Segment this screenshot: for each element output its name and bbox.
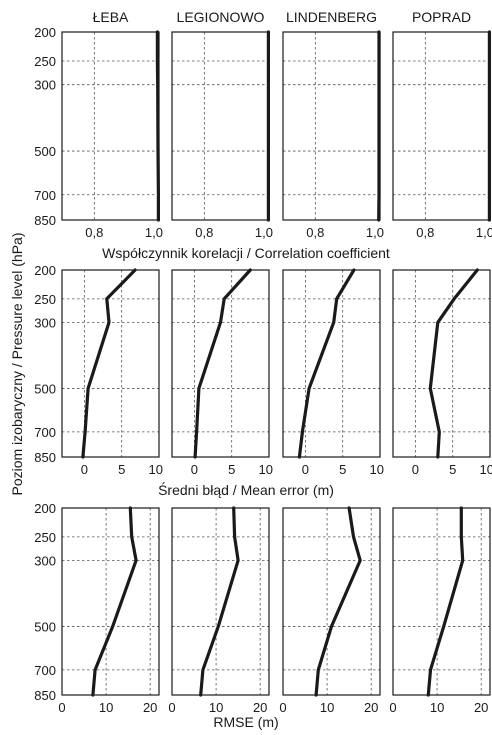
x-tick-label: 5 [449, 462, 456, 477]
y-tick-label: 200 [34, 25, 56, 40]
station-title-1: LEGIONOWO [177, 9, 265, 25]
x-tick-label: 1,0 [366, 225, 384, 240]
axis-labels: Poziom izobaryczny / Pressure level (hPa… [9, 25, 390, 730]
panel-r0-c0: 0,8 1,0 [61, 30, 163, 240]
x-tick-label: 20 [474, 700, 488, 715]
panel-frame [171, 269, 270, 458]
x-tick-label: 1,0 [476, 225, 492, 240]
x-tick-label: 0 [81, 462, 88, 477]
panel-frame [171, 31, 270, 221]
x-tick-label: 0,8 [416, 225, 434, 240]
series-line-legionowo [199, 506, 240, 697]
panel-r2-c0: 0 10 20 [58, 506, 160, 715]
x-tick-label: 20 [364, 700, 378, 715]
series-line-poprad [426, 506, 465, 697]
y-tick-label: 850 [34, 450, 56, 465]
panel-r1-c3: 0 5 10 [392, 268, 492, 477]
series-line-poprad [428, 268, 479, 459]
panel-frame [171, 507, 270, 696]
x-axis-label-row-1: Średni błąd / Mean error (m) [158, 481, 334, 498]
station-title-0: ŁEBA [93, 9, 129, 25]
panel-r1-c1: 0 5 10 [171, 268, 273, 477]
x-tick-label: 0 [191, 462, 198, 477]
station-title-3: POPRAD [412, 9, 471, 25]
y-tick-label: 500 [34, 144, 56, 159]
panel-r0-c3: 0,8 1,0 [392, 30, 492, 240]
panel-frame [392, 507, 491, 696]
panel-r2-c3: 0 10 20 [389, 506, 491, 715]
x-tick-label: 0 [389, 700, 396, 715]
x-tick-label: 10 [430, 700, 444, 715]
panel-frame [282, 507, 381, 696]
x-tick-label: 10 [99, 700, 113, 715]
y-tick-label: 300 [34, 553, 56, 568]
x-tick-label: 0,8 [195, 225, 213, 240]
panel-frame [392, 31, 491, 221]
y-tick-label: 850 [34, 688, 56, 703]
panel-frame [282, 31, 381, 221]
series-line-lindenberg [314, 506, 362, 697]
panel-frame [61, 507, 160, 696]
x-tick-label: 1,0 [255, 225, 273, 240]
y-tick-label: 250 [34, 54, 56, 69]
y-tick-label: 200 [34, 501, 56, 516]
x-tick-label: 5 [228, 462, 235, 477]
series-line-legionowo [193, 268, 252, 459]
y-axis-label: Poziom izobaryczny / Pressure level (hPa… [9, 233, 25, 496]
x-tick-label: 0 [279, 700, 286, 715]
panel-frame [392, 269, 491, 458]
series-line-łeba [155, 30, 160, 222]
chart-panels: 0,8 1,0 0,8 1,0 0,8 1,0 0,8 1,0 0 5 10 0 5 10 0 5 10 0 5 10… [58, 30, 492, 715]
y-tick-label: 850 [34, 213, 56, 228]
panel-r2-c2: 0 10 20 [279, 506, 381, 715]
x-tick-label: 5 [339, 462, 346, 477]
x-tick-label: 0 [302, 462, 309, 477]
panel-r1-c0: 0 5 10 [61, 268, 163, 477]
y-tick-label: 700 [34, 425, 56, 440]
x-tick-label: 0 [58, 700, 65, 715]
x-tick-label: 1,0 [145, 225, 163, 240]
panel-frame [282, 269, 381, 458]
x-tick-label: 0,8 [85, 225, 103, 240]
panel-r1-c2: 0 5 10 [282, 268, 384, 477]
x-tick-label: 10 [149, 462, 163, 477]
x-tick-label: 0 [412, 462, 419, 477]
x-tick-label: 10 [320, 700, 334, 715]
y-tick-label: 700 [34, 663, 56, 678]
y-tick-label: 300 [34, 78, 56, 93]
x-axis-label-row-2: RMSE (m) [213, 714, 278, 730]
series-line-łeba [91, 506, 138, 697]
station-title-2: LINDENBERG [286, 9, 377, 25]
x-tick-label: 10 [209, 700, 223, 715]
x-tick-label: 20 [143, 700, 157, 715]
x-tick-label: 5 [118, 462, 125, 477]
y-tick-label: 500 [34, 381, 56, 396]
x-tick-label: 10 [259, 462, 273, 477]
panel-r0-c2: 0,8 1,0 [282, 30, 384, 240]
x-tick-label: 10 [370, 462, 384, 477]
y-tick-label: 300 [34, 315, 56, 330]
panel-r2-c1: 0 10 20 [168, 506, 270, 715]
station-titles: ŁEBA LEGIONOWO LINDENBERG POPRAD [93, 9, 471, 25]
x-tick-label: 20 [253, 700, 267, 715]
y-tick-label: 250 [34, 292, 56, 307]
x-axis-label-row-0: Współczynnik korelacji / Correlation coe… [102, 245, 390, 261]
panel-frame [61, 269, 160, 458]
y-tick-label: 250 [34, 530, 56, 545]
panel-r0-c1: 0,8 1,0 [171, 30, 273, 240]
panel-frame [61, 31, 160, 221]
x-tick-label: 0,8 [306, 225, 324, 240]
x-tick-label: 10 [480, 462, 492, 477]
series-line-łeba [81, 268, 137, 459]
y-tick-label: 200 [34, 263, 56, 278]
y-tick-label: 700 [34, 188, 56, 203]
series-line-lindenberg [297, 268, 356, 459]
x-tick-label: 0 [168, 700, 175, 715]
y-tick-label: 500 [34, 619, 56, 634]
